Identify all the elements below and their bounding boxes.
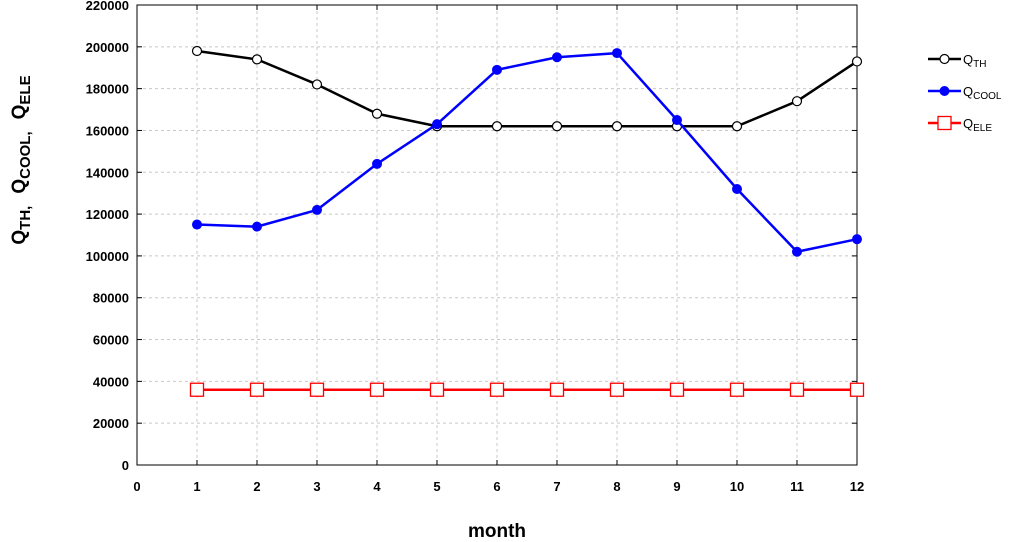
data-point [791, 96, 803, 107]
y-tick-label: 120000 [86, 207, 129, 222]
x-axis-title: month [468, 521, 526, 542]
series [189, 45, 865, 397]
data-point [612, 48, 622, 59]
y-tick-label: 40000 [93, 374, 129, 389]
data-point [731, 121, 743, 132]
series-line-cool [196, 51, 858, 253]
x-tick-label: 11 [790, 479, 804, 494]
data-point [729, 382, 745, 397]
data-point [611, 121, 623, 132]
y-tick-label: 160000 [86, 123, 129, 138]
data-point [492, 64, 502, 75]
x-tick-label: 12 [850, 479, 864, 494]
y-tick-label: 80000 [93, 291, 129, 306]
legend-label: QCOOL [963, 84, 1002, 102]
y-tick-label: 100000 [86, 249, 129, 264]
data-point [312, 204, 322, 215]
series-line-th [196, 49, 858, 128]
data-point [551, 121, 563, 132]
y-tick-label: 220000 [86, 0, 129, 13]
legend-item: QCOOL [928, 84, 1002, 102]
x-tick-label: 6 [493, 479, 500, 494]
data-point [732, 184, 742, 194]
data-point [852, 234, 862, 245]
y-axis-title: QTH,QCOOL,QELE [9, 75, 34, 244]
data-point [792, 246, 802, 257]
legend-marker [939, 86, 950, 96]
x-tick-label: 2 [253, 479, 260, 494]
data-point [429, 382, 445, 397]
legend-item: QTH [928, 52, 986, 70]
x-tick-label: 5 [433, 479, 440, 494]
x-tick-label: 0 [133, 479, 140, 494]
data-point [251, 54, 263, 65]
series-cool [192, 48, 862, 257]
x-tick-label: 8 [613, 479, 620, 494]
data-point [789, 382, 805, 397]
data-point [309, 382, 325, 397]
data-point [432, 119, 442, 130]
x-tick-label: 3 [313, 479, 320, 494]
data-point [311, 79, 323, 90]
legend-label: QTH [963, 52, 986, 70]
data-point [552, 52, 562, 63]
x-tick-label: 10 [730, 479, 744, 494]
data-point [489, 382, 505, 397]
x-tick-label: 1 [193, 479, 200, 494]
y-tick-label: 20000 [93, 416, 129, 431]
series-th [191, 45, 863, 132]
data-point [192, 219, 202, 230]
y-tick-label: 180000 [86, 82, 129, 97]
data-point [191, 45, 203, 57]
x-tick-label: 4 [373, 479, 381, 494]
data-point [252, 221, 262, 232]
x-tick-label: 7 [553, 479, 560, 494]
data-point [189, 382, 205, 397]
data-point [669, 382, 685, 397]
grid-lines [137, 5, 857, 465]
legend: QTH QCOOL QELE [928, 52, 1002, 134]
axis-ticks: 0 20000 40000 60000 80000 100000 120000 140000 1… [86, 0, 865, 494]
x-tick-label: 9 [673, 479, 680, 494]
data-point [549, 382, 565, 397]
y-tick-label: 140000 [86, 165, 129, 180]
legend-marker [939, 53, 950, 65]
data-point [249, 382, 265, 397]
data-point [371, 108, 383, 119]
legend-marker [937, 115, 952, 131]
data-point [851, 56, 863, 67]
data-point [849, 382, 865, 397]
legend-item: QELE [928, 115, 992, 134]
y-tick-label: 200000 [86, 40, 129, 55]
y-tick-label: 60000 [93, 333, 129, 348]
data-point [672, 115, 682, 125]
legend-label: QELE [963, 116, 992, 134]
data-point [372, 158, 382, 169]
data-point [369, 382, 385, 397]
data-point [609, 382, 625, 397]
y-tick-label: 0 [122, 458, 129, 473]
series-ele [189, 382, 865, 397]
data-point [491, 121, 503, 132]
